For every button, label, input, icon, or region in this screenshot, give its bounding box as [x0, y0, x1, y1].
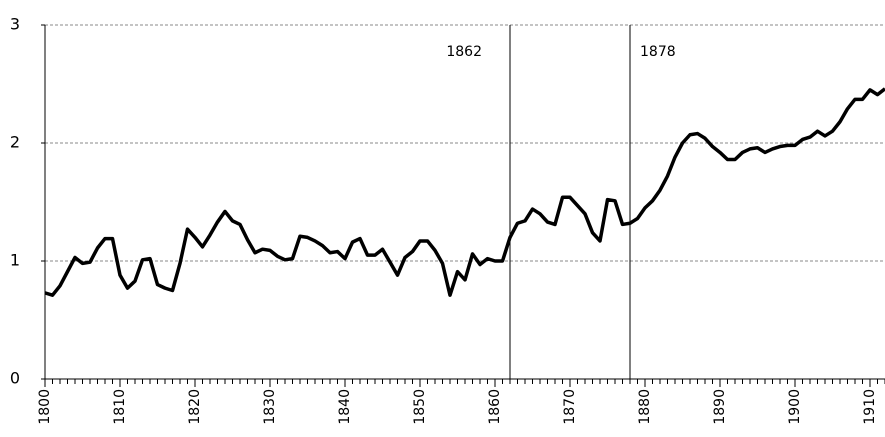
x-tick-label: 1910 [862, 389, 878, 425]
x-tick-label: 1830 [262, 389, 278, 425]
x-tick-label: 1890 [712, 389, 728, 425]
x-tick-label: 1800 [37, 389, 53, 425]
reference-label: 1878 [640, 44, 676, 60]
y-tick-label: 1 [10, 251, 20, 270]
y-tick-label: 0 [10, 369, 20, 388]
data-line [44, 87, 885, 297]
y-tick-label: 2 [10, 133, 20, 152]
x-tick-label: 1850 [412, 389, 428, 425]
y-tick-label: 3 [10, 15, 20, 34]
x-tick-label: 1860 [487, 389, 503, 425]
x-tick-label: 1900 [787, 389, 803, 425]
x-tick-label: 1820 [187, 389, 203, 425]
reference-label: 1862 [446, 44, 482, 60]
x-tick-label: 1870 [562, 389, 578, 425]
x-tick-label: 1880 [637, 389, 653, 425]
x-tick-label: 1810 [112, 389, 128, 425]
x-tick-label: 1840 [337, 389, 353, 425]
